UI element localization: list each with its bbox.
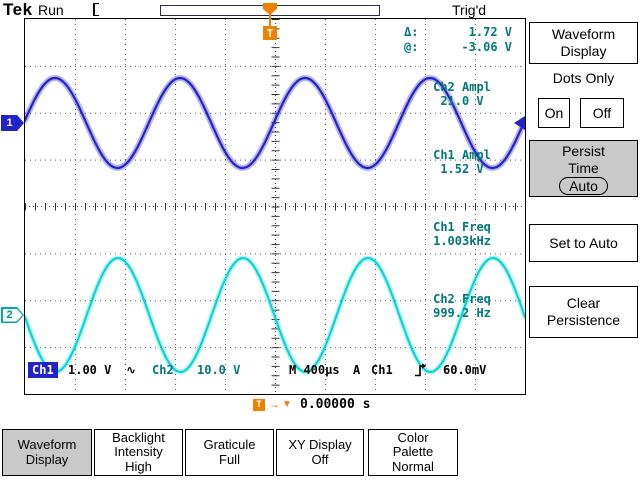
measurement-value: 1.003kHz xyxy=(433,234,491,248)
bottom-menu-graticule[interactable]: Graticule Full xyxy=(185,429,274,476)
trigger-level-arrow-icon xyxy=(514,116,525,130)
trigger-time-value: 0.00000 s xyxy=(300,397,371,412)
bottom-menu-waveform-display[interactable]: Waveform Display xyxy=(2,429,92,476)
ch2-scale: 10.0 V xyxy=(197,363,241,377)
button-label-line: Palette xyxy=(392,444,434,460)
bottom-menu-backlight-intensity[interactable]: Backlight Intensity High xyxy=(94,429,183,476)
measurement-ch1-ampl: Ch1 Ampl 1.52 V xyxy=(410,148,514,176)
button-label-line: Backlight xyxy=(112,429,165,445)
trigger-t-icon: T xyxy=(263,26,277,40)
ch2-marker-label: 2 xyxy=(6,309,13,321)
clear-label-line: Persistence xyxy=(546,312,621,328)
ch2-waveform xyxy=(25,257,525,373)
rising-edge-icon xyxy=(415,363,427,377)
button-label-line: Full xyxy=(219,451,240,467)
cursor-at-value: -3.06 V xyxy=(461,40,512,54)
trigger-level: 60.0mV xyxy=(443,363,487,377)
button-label-line: Off xyxy=(311,451,329,467)
dots-only-off-button[interactable]: Off xyxy=(580,98,624,128)
persist-time-button[interactable]: Persist Time Auto xyxy=(529,140,638,197)
ch2-ground-marker: 2 xyxy=(1,307,24,323)
trigger-mode: A xyxy=(353,363,361,377)
button-label-line: Graticule xyxy=(203,437,256,452)
measurement-value: 21.0 V xyxy=(440,94,484,108)
trigger-time-triangle-icon: ▼ xyxy=(282,399,292,410)
graticule xyxy=(25,19,525,394)
grid-lines xyxy=(25,19,525,394)
clear-persistence-button[interactable]: Clear Persistence xyxy=(529,286,638,338)
measurement-label: Ch2 Freq xyxy=(433,292,491,306)
trigger-time-t-icon: T xyxy=(253,399,265,411)
measurement-label: Ch2 Ampl xyxy=(433,80,491,94)
persist-label-line: Time xyxy=(568,159,599,176)
acquisition-status: Run xyxy=(38,2,64,18)
button-label-line: High xyxy=(125,458,152,474)
persist-label-line: Persist xyxy=(562,142,605,159)
tek-logo: Tek xyxy=(3,0,33,19)
trigger-position-line xyxy=(269,14,271,27)
button-label-line: Color xyxy=(397,429,429,445)
ch1-scale: 1.00 V xyxy=(68,363,112,377)
waveform-screen xyxy=(24,18,526,395)
button-label-line: Waveform xyxy=(17,437,77,452)
timebase-readout: M 400µs xyxy=(289,363,340,377)
ch2-label: Ch2 xyxy=(152,363,174,377)
dots-only-on-button[interactable]: On xyxy=(538,98,570,128)
button-label-line: Normal xyxy=(392,458,434,474)
cursor-readout: Δ: 1.72 V @: -3.06 V xyxy=(404,25,512,55)
trigger-source: Ch1 xyxy=(371,363,393,377)
record-view-bracket xyxy=(93,3,99,16)
button-label-line: Intensity xyxy=(114,444,163,460)
right-menu-title-line: Waveform xyxy=(551,26,616,42)
measurement-ch2-freq: Ch2 Freq 999.2 Hz xyxy=(410,292,514,320)
ch1-badge: Ch1 xyxy=(28,362,58,378)
trigger-time-arrow-icon: → xyxy=(268,397,280,411)
clear-label-line: Clear xyxy=(566,295,601,311)
cursor-at-label: @: xyxy=(404,40,419,54)
ac-coupling-icon: ∿ xyxy=(126,363,137,377)
cursor-delta-label: Δ: xyxy=(404,25,419,39)
measurement-value: 999.2 Hz xyxy=(433,306,491,320)
measurement-ch1-freq: Ch1 Freq 1.003kHz xyxy=(410,220,514,248)
measurement-value: 1.52 V xyxy=(440,162,484,176)
measurement-label: Ch1 Ampl xyxy=(433,148,491,162)
measurement-ch2-ampl: Ch2 Ampl 21.0 V xyxy=(410,80,514,108)
set-to-auto-button[interactable]: Set to Auto xyxy=(529,224,638,262)
persist-value-pill: Auto xyxy=(559,176,608,195)
ch1-marker-label: 1 xyxy=(6,117,13,129)
button-label-line: XY Display xyxy=(288,437,352,452)
trigger-position-marker-icon xyxy=(263,3,277,15)
cursor-delta-value: 1.72 V xyxy=(468,25,512,39)
right-menu-title-line: Display xyxy=(560,43,607,59)
bottom-menu-color-palette[interactable]: Color Palette Normal xyxy=(368,429,458,476)
bottom-menu-xy-display[interactable]: XY Display Off xyxy=(276,429,364,476)
ch1-waveform xyxy=(25,76,525,170)
ch1-ground-marker: 1 xyxy=(1,115,24,131)
dots-only-label: Dots Only xyxy=(552,70,615,86)
measurement-label: Ch1 Freq xyxy=(433,220,491,234)
trigger-status: Trig'd xyxy=(452,2,487,18)
right-menu-title: Waveform Display xyxy=(529,22,638,64)
button-label-line: Display xyxy=(25,451,69,467)
